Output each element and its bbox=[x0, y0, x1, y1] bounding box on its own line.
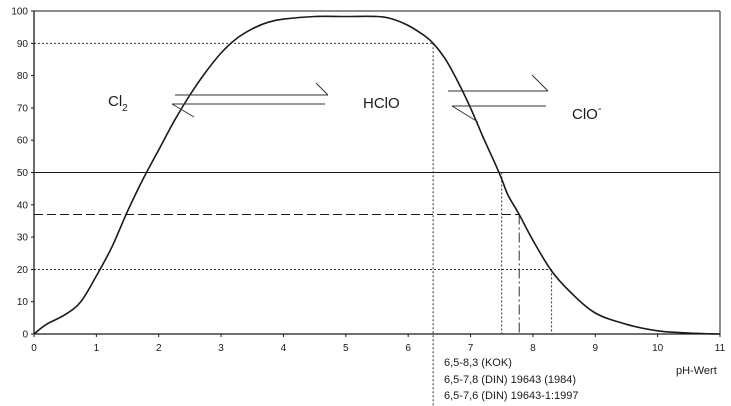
y-tick-label: 40 bbox=[17, 200, 29, 211]
axes bbox=[31, 10, 721, 337]
y-tick-label: 100 bbox=[11, 7, 28, 18]
x-tick-label: 9 bbox=[592, 343, 598, 354]
x-tick-label: 3 bbox=[218, 343, 224, 354]
equilibrium-arrow-cl2-hclo bbox=[171, 82, 329, 118]
annotation-kok: 6,5-8,3 (KOK) bbox=[444, 357, 512, 369]
y-tick-label: 30 bbox=[17, 233, 29, 244]
y-tick-label: 70 bbox=[17, 103, 29, 114]
species-label-cl2: Cl2 bbox=[108, 93, 128, 114]
y-tick-label: 80 bbox=[17, 71, 29, 82]
y-tick-label: 50 bbox=[17, 168, 29, 179]
x-tick-label: 5 bbox=[343, 343, 349, 354]
x-axis-label: pH-Wert bbox=[676, 365, 717, 377]
y-tick-label: 60 bbox=[17, 136, 29, 147]
species-label-hclo: HClO bbox=[363, 95, 400, 112]
y-tick-label: 10 bbox=[17, 297, 29, 308]
y-tick-label: 90 bbox=[17, 39, 29, 50]
x-tick-label: 4 bbox=[281, 343, 287, 354]
x-tick-label: 6 bbox=[405, 343, 411, 354]
x-tick-label: 8 bbox=[530, 343, 536, 354]
x-tick-labels: 0 1 2 3 4 5 6 7 8 9 10 11 bbox=[31, 343, 725, 354]
x-tick-label: 11 bbox=[715, 343, 726, 354]
y-tick-label: 20 bbox=[17, 265, 29, 276]
x-tick-label: 7 bbox=[468, 343, 474, 354]
x-tick-label: 2 bbox=[156, 343, 162, 354]
y-tick-labels: 0 10 20 30 40 50 60 70 80 90 100 bbox=[11, 7, 28, 341]
x-tick-label: 0 bbox=[31, 343, 37, 354]
hclo-fraction-curve bbox=[33, 15, 721, 335]
annotation-din-1997: 6,5-7,6 (DIN) 19643-1:1997 bbox=[444, 390, 579, 402]
x-tick-label: 1 bbox=[94, 343, 100, 354]
y-tick-label: 0 bbox=[22, 330, 28, 341]
x-tick-label: 10 bbox=[652, 343, 664, 354]
annotation-din-1984: 6,5-7,8 (DIN) 19643 (1984) bbox=[444, 374, 576, 386]
species-label-clo: ClO- bbox=[572, 103, 602, 123]
equilibrium-arrow-hclo-clo bbox=[448, 74, 549, 123]
reference-lines bbox=[34, 42, 720, 406]
